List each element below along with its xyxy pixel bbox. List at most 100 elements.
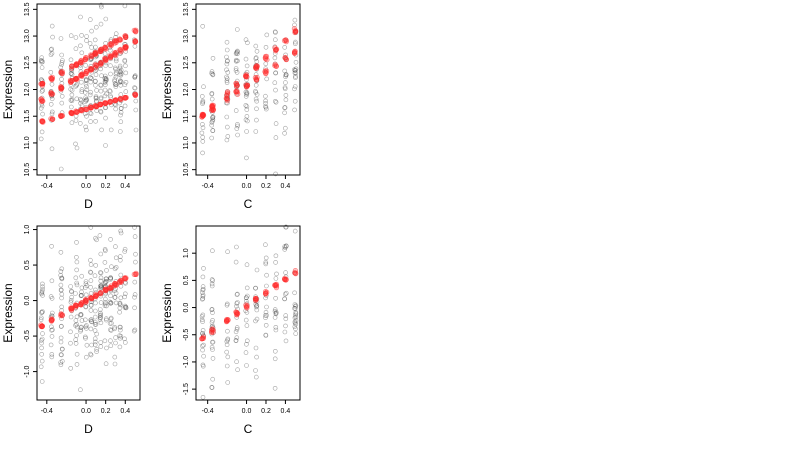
observed-point: [49, 109, 55, 115]
observed-point: [253, 96, 259, 102]
observed-point: [224, 78, 230, 84]
observed-point: [282, 296, 288, 302]
observed-point: [132, 305, 137, 311]
observed-point: [224, 47, 230, 53]
panel-2: -0.4 0.0 0.2 0.4 10.5 11.0 11.5 12.0 12.5 13.0 13.…: [160, 2, 301, 211]
fitted-point: [112, 52, 118, 58]
x-axis-title: C: [244, 422, 253, 436]
observed-point: [38, 136, 44, 142]
observed-point: [89, 319, 94, 325]
observed-point: [98, 270, 104, 276]
observed-point: [132, 85, 138, 91]
observed-point: [209, 320, 215, 325]
observed-point: [282, 245, 288, 250]
observed-point: [39, 129, 45, 135]
x-tick-label: 0.2: [101, 408, 111, 415]
observed-point: [292, 70, 298, 76]
observed-point: [200, 292, 206, 298]
observed-point: [122, 246, 128, 252]
observed-point: [118, 302, 123, 308]
x-axis-title: D: [84, 422, 93, 436]
observed-point: [200, 99, 206, 105]
y-tick-label: 13.0: [24, 29, 31, 43]
observed-point: [225, 134, 231, 139]
observed-point: [59, 100, 65, 106]
observed-point: [94, 98, 99, 104]
observed-point: [98, 270, 103, 275]
observed-point: [103, 77, 109, 83]
observed-point: [233, 338, 239, 344]
observed-point: [102, 280, 108, 286]
observed-point: [108, 47, 113, 53]
fitted-point: [39, 80, 46, 86]
observed-point: [244, 262, 250, 268]
y-tick-label: 1.0: [24, 225, 31, 235]
fitted-point: [283, 276, 289, 283]
observed-point: [88, 75, 93, 81]
observed-point: [133, 251, 138, 257]
observed-point: [122, 303, 128, 309]
observed-point: [108, 300, 114, 306]
y-tick-label: -1.0: [24, 365, 31, 377]
observed-point: [253, 304, 259, 310]
observed-point: [108, 275, 113, 281]
y-tick-label: 11.5: [24, 110, 31, 123]
observed-point: [200, 122, 205, 127]
observed-point: [79, 79, 84, 85]
observed-point: [117, 305, 123, 311]
observed-point: [94, 24, 99, 30]
observed-point: [122, 57, 128, 63]
y-tick-label: 0.5: [24, 260, 31, 270]
observed-point: [243, 117, 249, 123]
observed-point: [59, 94, 65, 99]
observed-point: [283, 323, 288, 329]
observed-point: [58, 36, 64, 41]
observed-point: [108, 301, 113, 306]
observed-point: [200, 312, 206, 318]
observed-point: [99, 127, 104, 133]
observed-point: [225, 70, 231, 75]
observed-point: [102, 80, 108, 85]
observed-point: [200, 328, 206, 333]
observed-point: [108, 277, 113, 282]
observed-point: [292, 98, 298, 104]
observed-point: [253, 368, 258, 373]
observed-point: [293, 39, 298, 45]
observed-point: [39, 310, 44, 315]
fitted-point: [122, 45, 129, 52]
observed-point: [79, 285, 85, 291]
observed-point: [48, 47, 54, 53]
observed-point: [40, 59, 45, 65]
fitted-point: [224, 318, 230, 324]
observed-point: [73, 291, 78, 296]
fitted-point: [82, 298, 88, 304]
observed-point: [103, 76, 108, 81]
observed-point: [117, 72, 123, 78]
observed-point: [78, 101, 83, 106]
observed-point: [104, 268, 109, 273]
observed-point: [58, 282, 64, 288]
observed-point: [210, 347, 215, 352]
observed-point: [283, 224, 289, 230]
observed-point: [244, 341, 249, 347]
observed-point: [59, 62, 64, 67]
observed-point: [235, 132, 240, 138]
observed-point: [73, 35, 79, 40]
observed-point: [234, 126, 240, 131]
observed-point: [283, 72, 289, 78]
observed-point: [253, 301, 259, 307]
observed-point: [38, 315, 44, 321]
observed-point: [108, 127, 114, 133]
observed-point: [263, 315, 268, 321]
observed-point: [263, 309, 269, 315]
observed-point: [84, 38, 89, 43]
observed-point: [253, 83, 259, 88]
observed-point: [74, 333, 79, 338]
observed-point: [58, 250, 64, 255]
observed-point: [234, 359, 239, 365]
observed-point: [253, 55, 259, 61]
observed-point: [93, 95, 99, 101]
observed-point: [118, 67, 124, 73]
fitted-point: [254, 74, 260, 81]
x-tick-label: 0.0: [81, 408, 91, 415]
